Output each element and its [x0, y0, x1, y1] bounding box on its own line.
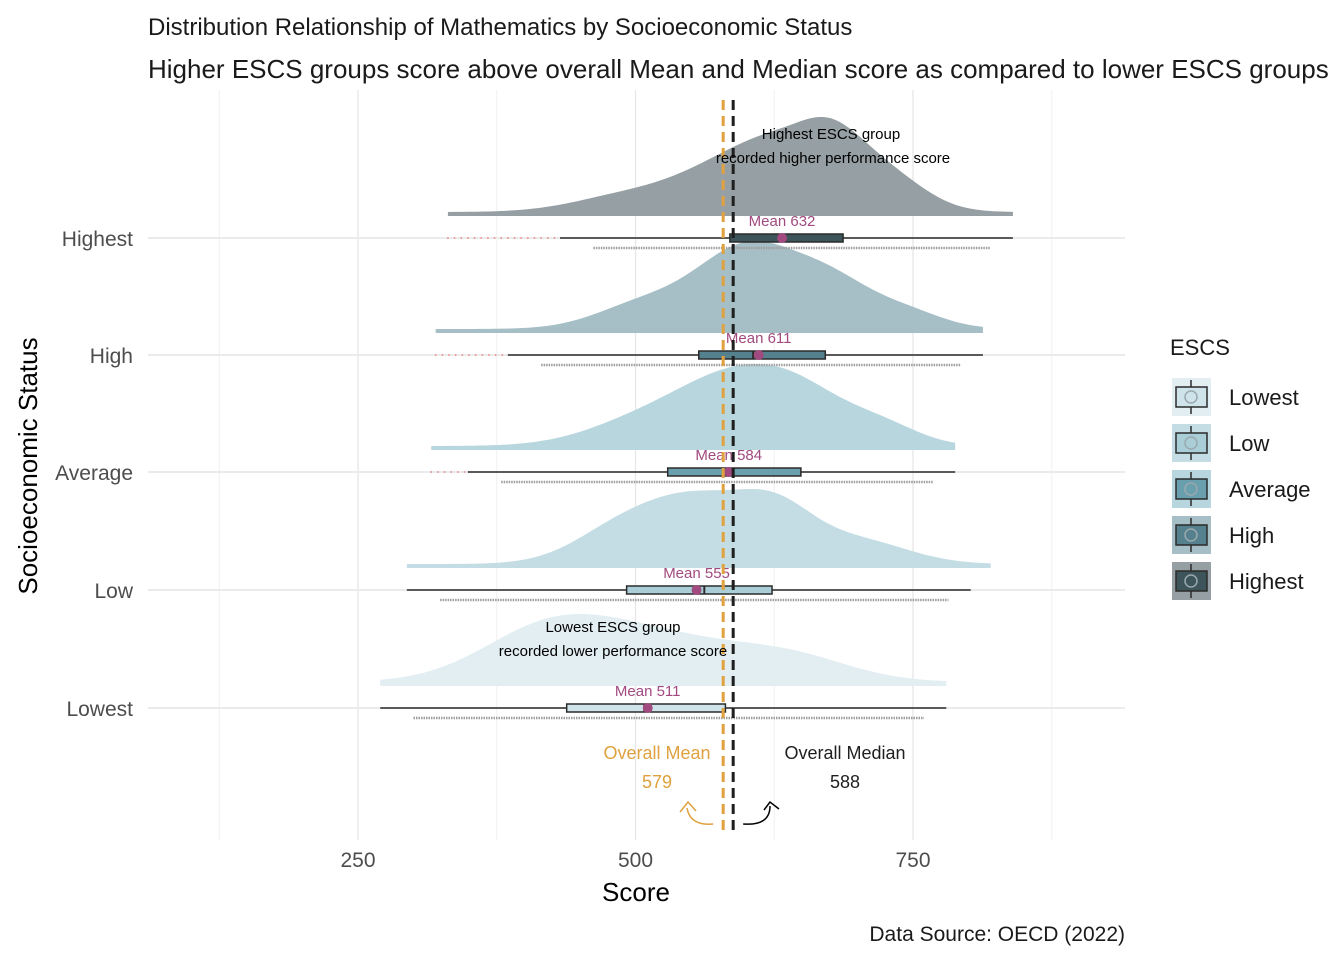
outlier-point — [488, 354, 490, 356]
outlier-point — [460, 237, 463, 239]
outlier-point — [473, 237, 476, 239]
x-axis-title: Score — [602, 877, 670, 907]
outlier-point — [474, 354, 477, 356]
outlier-point — [481, 354, 484, 356]
outlier-point — [450, 471, 453, 473]
outlier-point — [513, 237, 516, 239]
legend-label: High — [1229, 523, 1274, 548]
legend: ESCS Lowest Low Average High Highest — [1170, 335, 1311, 600]
legend-title: ESCS — [1170, 335, 1230, 360]
mean-point — [753, 350, 764, 360]
mean-label: Mean 555 — [663, 565, 730, 582]
outlier-point — [493, 237, 496, 239]
mean-label: Mean 511 — [615, 683, 681, 700]
outlier-point — [533, 237, 536, 239]
median-arrow-head — [763, 800, 780, 811]
outlier-point — [448, 354, 450, 356]
y-axis-title: Socioeconomic Status — [13, 337, 43, 594]
raw-points — [413, 237, 991, 720]
mean-label: Mean 611 — [726, 330, 792, 347]
outlier-point — [486, 237, 489, 239]
outlier-point — [500, 237, 503, 239]
outlier-point — [466, 237, 469, 239]
legend-label: Lowest — [1229, 385, 1299, 410]
outlier-point — [434, 354, 437, 356]
reference-lines — [679, 100, 780, 835]
mean-point — [642, 703, 653, 713]
axis-ticks: 250 500 750 Lowest Low Average High Highest — [55, 228, 930, 872]
y-tick-label: High — [90, 345, 133, 368]
lowest-annotation-line1: Lowest ESCS group — [545, 619, 680, 636]
outlier-point — [501, 354, 504, 356]
mean-arrow-curve — [686, 807, 714, 825]
outlier-point — [430, 471, 433, 473]
legend-key-point — [1184, 574, 1198, 588]
legend-key-point — [1184, 528, 1198, 542]
legend-label: Low — [1229, 431, 1269, 456]
legend-key-box — [1175, 570, 1208, 592]
highest-annotation-line1: Highest ESCS group — [762, 126, 900, 143]
y-tick-label: Highest — [62, 228, 133, 251]
overall-mean-label: Overall Mean — [603, 743, 710, 763]
y-tick-label: Lowest — [66, 698, 133, 721]
outlier-point — [437, 471, 439, 473]
highest-annotation-line2: recorded higher performance score — [716, 150, 950, 167]
outlier-point — [553, 237, 556, 239]
outlier-point — [494, 354, 497, 356]
mean-point — [691, 585, 702, 595]
outlier-point — [526, 237, 529, 239]
legend-label: Highest — [1229, 569, 1304, 594]
outlier-point — [443, 471, 446, 473]
outlier-point — [461, 354, 464, 356]
legend-label: Average — [1229, 477, 1311, 502]
lowest-annotation-line2: recorded lower performance score — [499, 643, 727, 660]
density-high — [435, 241, 983, 333]
chart-text: Distribution Relationship of Mathematics… — [13, 14, 1329, 946]
y-tick-label: Average — [55, 462, 133, 485]
legend-key-point — [1184, 390, 1198, 404]
outlier-point — [468, 354, 470, 356]
outlier-point — [463, 471, 466, 473]
chart-subtitle: Higher ESCS groups score above overall M… — [148, 54, 1329, 84]
median-arrow-curve — [743, 805, 771, 825]
chart-title: Distribution Relationship of Mathematics… — [148, 14, 852, 41]
outlier-point — [506, 237, 509, 239]
density-highest — [447, 117, 1013, 216]
density-clouds — [380, 117, 1013, 686]
outlier-point — [454, 354, 457, 356]
x-tick-label: 750 — [895, 849, 930, 872]
legend-key-box — [1175, 478, 1208, 500]
outlier-point — [453, 237, 456, 239]
density-lowest — [380, 614, 947, 686]
legend-key-box — [1175, 432, 1208, 454]
mean-point — [777, 233, 788, 243]
mean-point — [723, 467, 734, 477]
overall-mean-value: 579 — [642, 772, 672, 792]
density-low — [406, 489, 991, 568]
legend-key-box — [1175, 524, 1208, 546]
outlier-point — [441, 354, 444, 356]
outlier-point — [457, 471, 459, 473]
caption: Data Source: OECD (2022) — [869, 923, 1125, 946]
legend-key-point — [1184, 482, 1198, 496]
legend-key-point — [1184, 436, 1198, 450]
outlier-point — [546, 237, 549, 239]
overall-median-value: 588 — [830, 772, 860, 792]
y-tick-label: Low — [94, 580, 133, 603]
density-average — [431, 364, 956, 450]
x-tick-label: 250 — [340, 849, 375, 872]
outlier-point — [540, 237, 543, 239]
outlier-point — [480, 237, 483, 239]
legend-key-box — [1175, 386, 1208, 408]
outlier-point — [447, 237, 449, 239]
mean-arrow-head — [679, 800, 697, 813]
mean-label: Mean 632 — [749, 213, 816, 230]
x-tick-label: 500 — [618, 849, 653, 872]
outlier-point — [520, 237, 523, 239]
mean-label: Mean 584 — [695, 447, 762, 464]
overall-median-label: Overall Median — [784, 743, 905, 763]
